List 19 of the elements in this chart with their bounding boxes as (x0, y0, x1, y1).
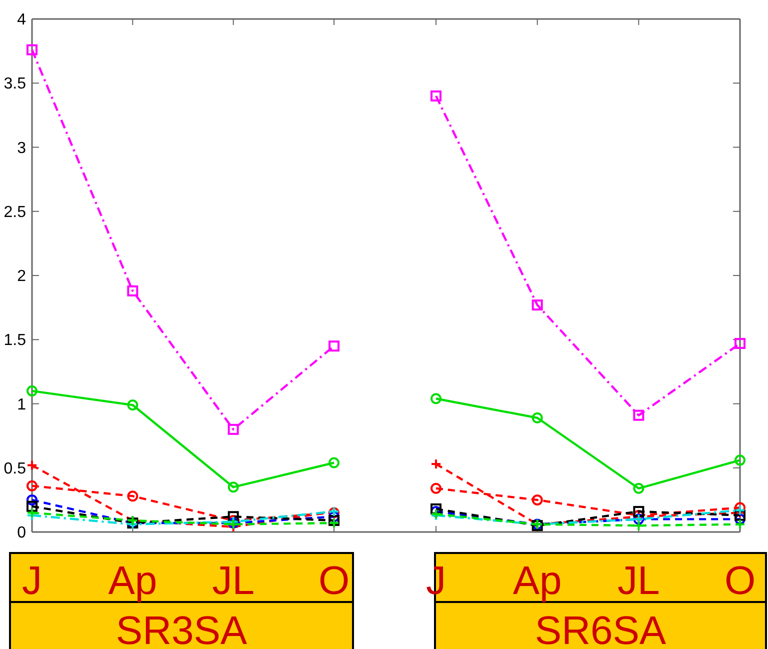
y-tick-label: 1.5 (4, 332, 26, 350)
y-tick-label: 1 (17, 396, 26, 414)
x-tick-label: O (724, 559, 756, 603)
y-tick-label: 2 (17, 268, 26, 286)
x-tick-label: J (426, 559, 446, 603)
x-tick-label: Ap (108, 559, 158, 603)
y-tick-label: 4 (17, 12, 26, 29)
y-tick-label: 3.5 (4, 76, 26, 93)
y-tick-label: 3 (17, 140, 26, 157)
x-tick-label: JL (618, 559, 660, 603)
y-tick-label: 0 (17, 524, 26, 542)
y-tick-label: 2.5 (4, 204, 26, 221)
x-axis-title: SR3SA (116, 609, 248, 649)
x-tick-label: O (318, 559, 350, 603)
x-tick-label: J (22, 559, 42, 603)
x-axis-title: SR6SA (534, 609, 666, 649)
x-tick-label: Ap (512, 559, 562, 603)
y-tick-label: 0.5 (4, 460, 26, 478)
x-tick-label: JL (212, 559, 254, 603)
